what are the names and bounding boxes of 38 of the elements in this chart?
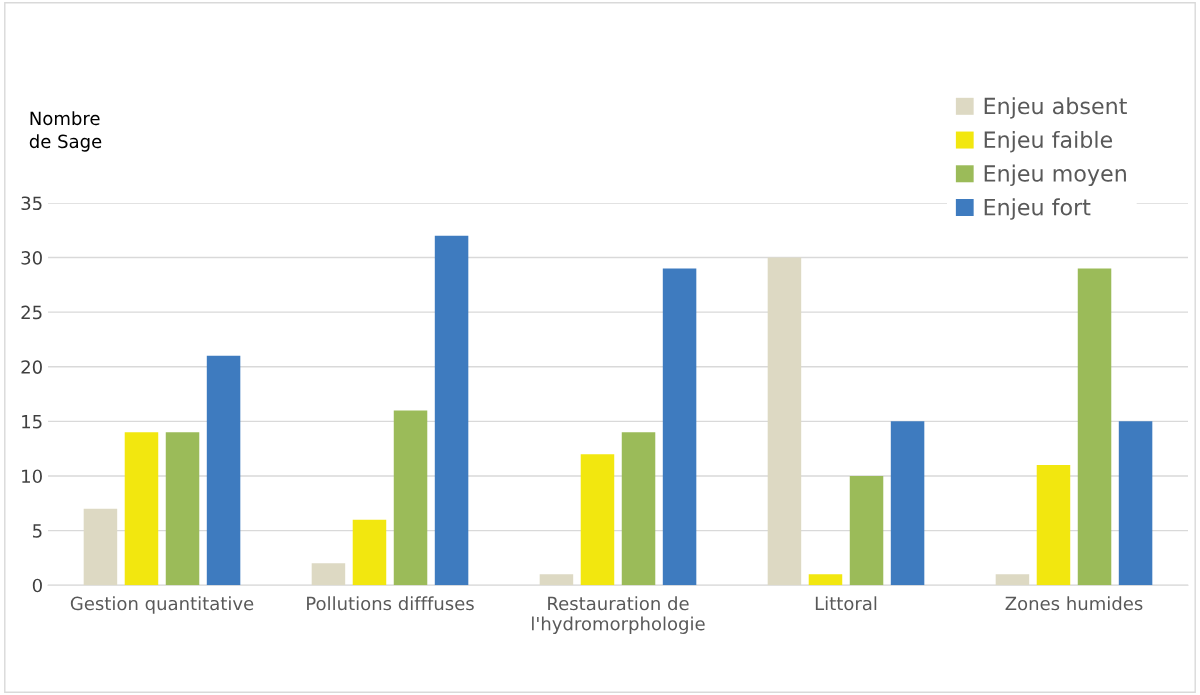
bar [995,574,1030,586]
y-axis-title: Nombre de Sage [29,111,102,152]
y-tick-label: 15 [22,415,42,429]
x-tick-label: Gestion quantitative [70,596,254,614]
y-tick-label: 20 [21,360,42,374]
x-tick-label: Littoral [815,596,877,611]
legend-label: Enjeu absent [984,97,1127,119]
bar [1077,268,1112,586]
legend-label: Enjeu fort [984,198,1091,220]
y-tick-label: 30 [21,251,42,265]
y-tick-label: 10 [22,469,42,484]
y-tick-label: 0 [32,578,42,593]
y-tick-label: 35 [21,196,42,211]
bar [662,268,697,586]
bar [352,519,387,586]
bar [539,574,574,586]
bar [1118,421,1153,586]
bar [124,432,159,586]
legend-label: Enjeu faible [984,130,1113,153]
bar [808,574,843,586]
bar [83,508,118,586]
legend-label: Enjeu moyen [984,164,1126,187]
bar [621,432,656,586]
y-tick-label: 25 [21,305,42,320]
bar [767,257,802,586]
bar [206,355,241,586]
bar [580,454,615,586]
x-tick-label: Zones humides [1005,596,1143,611]
bar [890,421,925,586]
bar [849,475,884,586]
bar [434,235,469,586]
bar [393,410,428,586]
x-tick-label: Restauration de l'hydromorphologie [532,596,705,634]
y-tick-label: 5 [33,524,42,538]
x-tick-label: Pollutions difffuses [307,596,474,611]
bar [311,563,346,586]
bar [1036,465,1071,586]
bar [165,432,200,586]
